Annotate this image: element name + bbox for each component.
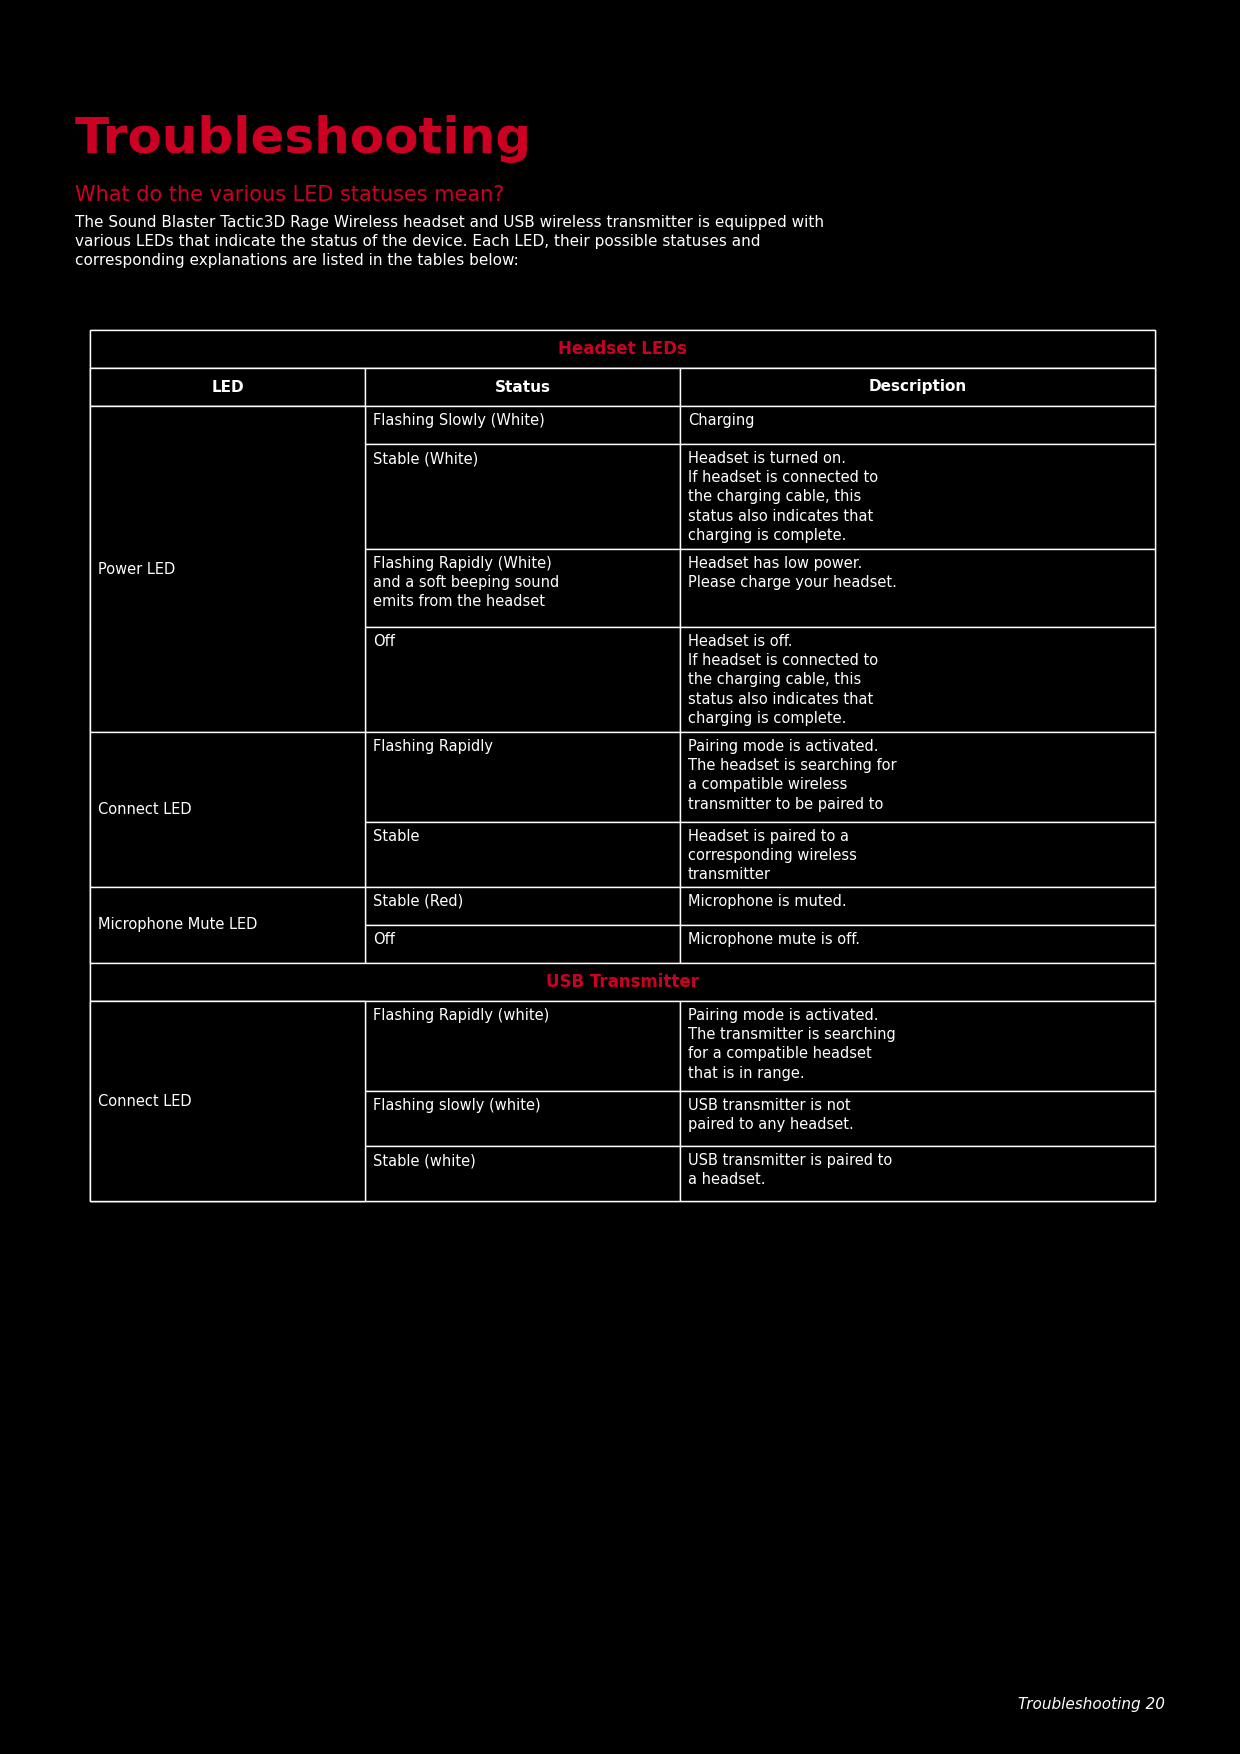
Bar: [91, 963, 1154, 1002]
Bar: [365, 444, 680, 549]
Text: What do the various LED statuses mean?: What do the various LED statuses mean?: [74, 184, 505, 205]
Bar: [91, 1002, 365, 1201]
Bar: [91, 1145, 365, 1201]
Text: Connect LED: Connect LED: [98, 802, 192, 817]
Text: Microphone Mute LED: Microphone Mute LED: [98, 917, 258, 933]
Bar: [365, 1002, 680, 1091]
Bar: [91, 330, 1154, 368]
Bar: [680, 626, 1154, 731]
Bar: [91, 368, 1154, 405]
Bar: [680, 924, 1154, 963]
Bar: [365, 731, 680, 823]
Text: Off: Off: [373, 931, 394, 947]
Text: Off: Off: [373, 633, 394, 649]
Text: Charging: Charging: [688, 412, 754, 428]
Text: Description: Description: [868, 379, 967, 395]
Bar: [91, 330, 1154, 1201]
Text: Headset has low power.
Please charge your headset.: Headset has low power. Please charge you…: [688, 556, 897, 589]
Text: Headset is paired to a
corresponding wireless
transmitter: Headset is paired to a corresponding wir…: [688, 830, 857, 882]
Bar: [365, 1091, 680, 1145]
Bar: [365, 549, 680, 626]
Bar: [91, 731, 365, 823]
Text: Stable (White): Stable (White): [373, 451, 479, 467]
Bar: [680, 1002, 1154, 1091]
Text: Status: Status: [495, 379, 551, 395]
Bar: [680, 549, 1154, 626]
Text: Troubleshooting: Troubleshooting: [74, 116, 532, 163]
Text: USB transmitter is not
paired to any headset.: USB transmitter is not paired to any hea…: [688, 1098, 854, 1131]
Text: Stable: Stable: [373, 830, 419, 844]
Bar: [91, 444, 365, 549]
Text: Headset is turned on.
If headset is connected to
the charging cable, this
status: Headset is turned on. If headset is conn…: [688, 451, 878, 542]
Text: LED: LED: [211, 379, 244, 395]
Bar: [91, 368, 365, 405]
Text: Headset LEDs: Headset LEDs: [558, 340, 687, 358]
Bar: [91, 626, 365, 731]
Bar: [91, 823, 365, 888]
Text: Stable (Red): Stable (Red): [373, 895, 464, 909]
Text: Power LED: Power LED: [98, 561, 175, 577]
Bar: [680, 368, 1154, 405]
Bar: [365, 405, 680, 444]
Bar: [365, 626, 680, 731]
Text: The Sound Blaster Tactic3D Rage Wireless headset and USB wireless transmitter is: The Sound Blaster Tactic3D Rage Wireless…: [74, 216, 825, 268]
Bar: [91, 924, 365, 963]
Text: Headset is off.
If headset is connected to
the charging cable, this
status also : Headset is off. If headset is connected …: [688, 633, 878, 726]
Text: Flashing Rapidly (white): Flashing Rapidly (white): [373, 1009, 549, 1023]
Bar: [91, 1091, 365, 1145]
Bar: [365, 368, 680, 405]
Bar: [680, 731, 1154, 823]
Bar: [365, 924, 680, 963]
Text: Flashing slowly (white): Flashing slowly (white): [373, 1098, 541, 1114]
Bar: [680, 823, 1154, 888]
Text: Troubleshooting 20: Troubleshooting 20: [1018, 1698, 1166, 1712]
Text: USB transmitter is paired to
a headset.: USB transmitter is paired to a headset.: [688, 1152, 893, 1187]
Bar: [91, 888, 365, 963]
Bar: [91, 549, 365, 626]
Bar: [365, 1145, 680, 1201]
Bar: [680, 444, 1154, 549]
Bar: [91, 405, 365, 731]
Text: Flashing Rapidly (White)
and a soft beeping sound
emits from the headset: Flashing Rapidly (White) and a soft beep…: [373, 556, 559, 609]
Text: Connect LED: Connect LED: [98, 1093, 192, 1109]
Bar: [91, 1002, 365, 1091]
Bar: [91, 888, 365, 924]
Text: Microphone mute is off.: Microphone mute is off.: [688, 931, 861, 947]
Text: USB Transmitter: USB Transmitter: [546, 973, 699, 991]
Text: Flashing Slowly (White): Flashing Slowly (White): [373, 412, 544, 428]
Bar: [365, 823, 680, 888]
Text: Microphone is muted.: Microphone is muted.: [688, 895, 847, 909]
Text: Pairing mode is activated.
The transmitter is searching
for a compatible headset: Pairing mode is activated. The transmitt…: [688, 1009, 895, 1080]
Bar: [365, 888, 680, 924]
Bar: [91, 731, 365, 888]
Bar: [680, 1145, 1154, 1201]
Bar: [91, 405, 365, 444]
Text: Pairing mode is activated.
The headset is searching for
a compatible wireless
tr: Pairing mode is activated. The headset i…: [688, 738, 897, 812]
Bar: [680, 888, 1154, 924]
Text: Flashing Rapidly: Flashing Rapidly: [373, 738, 494, 754]
Bar: [680, 405, 1154, 444]
Text: Stable (white): Stable (white): [373, 1152, 476, 1168]
Bar: [680, 1091, 1154, 1145]
